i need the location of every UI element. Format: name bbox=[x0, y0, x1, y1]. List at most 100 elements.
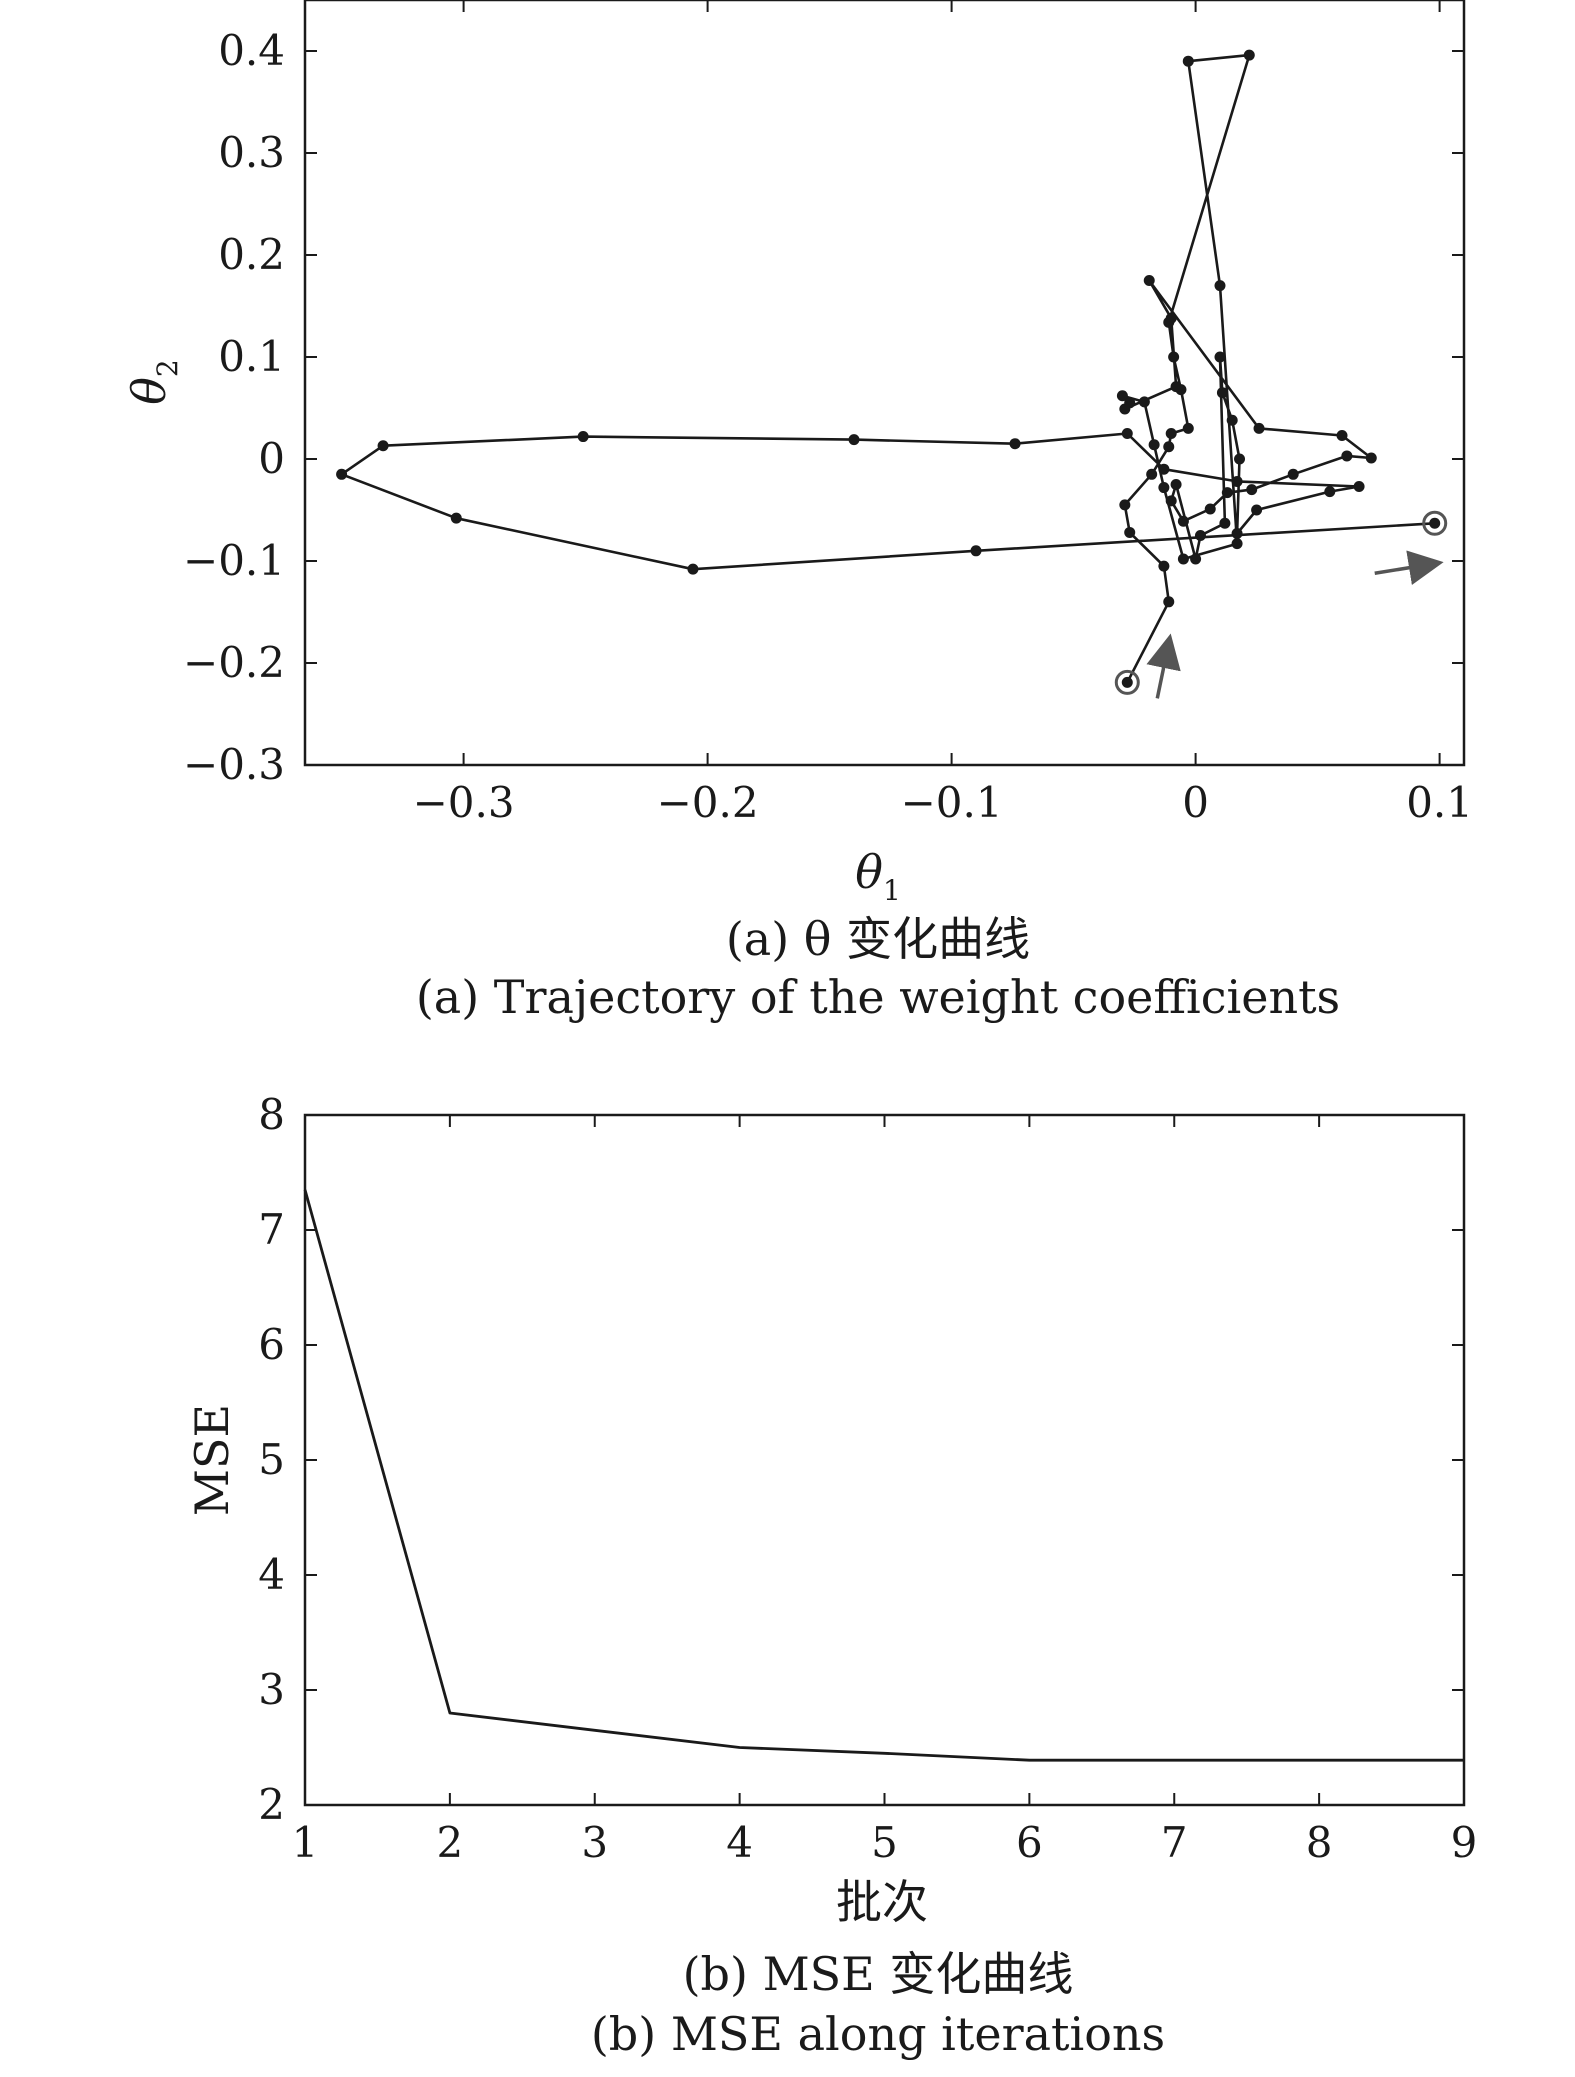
trajectory-point bbox=[1243, 49, 1255, 61]
x-tick-label: −0.3 bbox=[413, 778, 515, 827]
trajectory-point bbox=[1170, 381, 1182, 393]
trajectory-point bbox=[1177, 515, 1189, 527]
y-tick-label: 7 bbox=[258, 1205, 285, 1254]
trajectory-point bbox=[1246, 484, 1258, 496]
trajectory-point bbox=[1204, 503, 1216, 515]
trajectory-point bbox=[1353, 481, 1365, 493]
caption-en-a: (a) Trajectory of the weight coefficient… bbox=[416, 970, 1340, 1024]
trajectory-point bbox=[1165, 495, 1177, 507]
trajectory-point bbox=[1116, 390, 1128, 402]
trajectory-series bbox=[340, 53, 1435, 683]
trajectory-line bbox=[340, 53, 1435, 683]
start-arrow bbox=[1146, 633, 1181, 699]
trajectory-point bbox=[1182, 422, 1194, 434]
trajectory-point bbox=[1234, 453, 1246, 465]
trajectory-point bbox=[1119, 403, 1131, 415]
x-tick-label: 4 bbox=[726, 1818, 753, 1867]
trajectory-point bbox=[377, 440, 389, 452]
trajectory-point bbox=[1221, 487, 1233, 499]
trajectory-point bbox=[1251, 504, 1263, 516]
x-tick-label: 1 bbox=[292, 1818, 319, 1867]
trajectory-point bbox=[1165, 428, 1177, 439]
trajectory-point bbox=[1168, 351, 1180, 363]
caption-en-b: (b) MSE along iterations bbox=[591, 2007, 1165, 2061]
x-tick-label: −0.1 bbox=[901, 778, 1003, 827]
y-tick-label: 5 bbox=[258, 1435, 285, 1484]
y-axis-title-b: MSE bbox=[185, 1404, 239, 1516]
plot-frame-b bbox=[303, 1113, 1466, 1807]
annotation-arrows bbox=[1146, 550, 1444, 699]
mse-line bbox=[303, 1189, 1464, 1762]
y-tick-label: 0.2 bbox=[218, 230, 285, 279]
mse-series bbox=[303, 1189, 1464, 1762]
trajectory-point bbox=[1146, 468, 1158, 480]
x-tick-label: 7 bbox=[1161, 1818, 1188, 1867]
trajectory-point bbox=[1231, 527, 1243, 539]
trajectory-point bbox=[1143, 275, 1155, 286]
trajectory-point bbox=[1121, 428, 1133, 439]
trajectory-point bbox=[336, 468, 348, 480]
trajectory-point bbox=[450, 512, 462, 524]
y-tick-label: 3 bbox=[258, 1665, 285, 1714]
x-tick-label: 8 bbox=[1306, 1818, 1333, 1867]
trajectory-point bbox=[1177, 553, 1189, 565]
trajectory-point bbox=[1214, 280, 1226, 292]
x-tick-label: 3 bbox=[581, 1818, 608, 1867]
y-tick-label: 2 bbox=[258, 1780, 285, 1829]
y-tick-label: 0.4 bbox=[218, 26, 285, 75]
trajectory-point bbox=[1148, 439, 1160, 451]
trajectory-point bbox=[1336, 430, 1348, 442]
y-tick-label: −0.3 bbox=[183, 740, 285, 789]
trajectory-point bbox=[1226, 414, 1238, 426]
trajectory-point bbox=[687, 563, 699, 575]
y-tick-label: 0.1 bbox=[218, 332, 285, 381]
x-tick-label: −0.2 bbox=[657, 778, 759, 827]
trajectory-point bbox=[1324, 486, 1336, 498]
trajectory-point bbox=[1194, 530, 1206, 541]
trajectory-point bbox=[1170, 479, 1182, 490]
trajectory-point bbox=[1163, 596, 1175, 608]
end-marker bbox=[1422, 510, 1448, 536]
x-tick-label: 0.1 bbox=[1406, 778, 1473, 827]
y-tick-label: 8 bbox=[258, 1090, 285, 1139]
y-tick-label: −0.1 bbox=[183, 536, 285, 585]
trajectory-point bbox=[1341, 450, 1353, 462]
trajectory-point bbox=[1231, 538, 1243, 550]
trajectory-points bbox=[336, 49, 1448, 695]
trajectory-point bbox=[1165, 312, 1177, 324]
x-tick-label: 0 bbox=[1182, 778, 1209, 827]
y-axis-title-a: θ2 bbox=[122, 359, 184, 405]
x-tick-label: 2 bbox=[437, 1818, 464, 1867]
trajectory-point bbox=[1138, 396, 1150, 408]
y-tick-label: −0.2 bbox=[183, 638, 285, 687]
caption-zh-b: (b) MSE 变化曲线 bbox=[683, 1947, 1074, 2001]
tick-group-a: −0.3 −0.2 −0.1 0 0.1 0.4 0.3 0.2 0.1 0 −0.1 −0.2 −0.… bbox=[183, 0, 1473, 827]
trajectory-point bbox=[1214, 351, 1226, 363]
x-axis-title-b: 批次 bbox=[836, 1875, 928, 1929]
x-tick-label: 9 bbox=[1451, 1818, 1478, 1867]
trajectory-point bbox=[1124, 526, 1136, 538]
end-arrow bbox=[1374, 550, 1444, 585]
trajectory-point bbox=[1121, 676, 1133, 688]
trajectory-point bbox=[1009, 438, 1021, 450]
trajectory-point bbox=[1219, 517, 1231, 529]
x-tick-label: 5 bbox=[871, 1818, 898, 1867]
trajectory-point bbox=[1216, 387, 1228, 399]
y-tick-label: 4 bbox=[258, 1550, 285, 1599]
y-tick-label: 0 bbox=[258, 434, 285, 483]
trajectory-point bbox=[1287, 468, 1299, 480]
trajectory-point bbox=[970, 545, 982, 557]
x-axis-title-a: θ1 bbox=[855, 845, 901, 907]
trajectory-point bbox=[1163, 441, 1175, 453]
trajectory-point bbox=[1365, 452, 1377, 464]
chart-a: −0.3 −0.2 −0.1 0 0.1 0.4 0.3 0.2 0.1 0 −0.1 −0.2 −0.… bbox=[122, 0, 1473, 1024]
trajectory-point bbox=[577, 431, 589, 443]
trajectory-point bbox=[1253, 422, 1265, 434]
trajectory-point bbox=[1119, 499, 1131, 511]
y-tick-label: 0.3 bbox=[218, 128, 285, 177]
x-tick-label: 6 bbox=[1016, 1818, 1043, 1867]
trajectory-point bbox=[1429, 517, 1441, 529]
trajectory-point bbox=[1182, 55, 1194, 67]
